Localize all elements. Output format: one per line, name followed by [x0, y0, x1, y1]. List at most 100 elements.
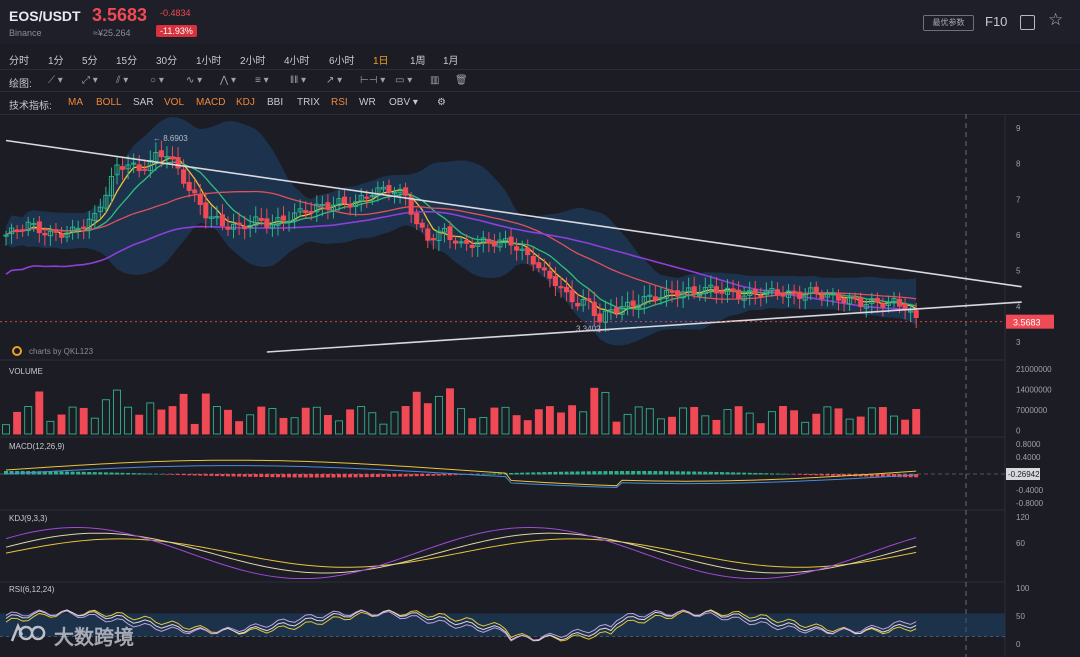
shape-tool-icon[interactable]: ○ ▾: [150, 75, 164, 86]
volume-bar: [856, 416, 865, 435]
candle-body: [891, 298, 897, 304]
candle-body: [192, 189, 198, 194]
macd-histogram-bar: [92, 472, 97, 475]
interval-tab-1[interactable]: 1分: [48, 56, 64, 67]
candle-body: [314, 203, 320, 213]
macd-histogram-bar: [453, 474, 458, 476]
interval-tab-9[interactable]: 1日: [373, 56, 389, 67]
macd-histogram-bar: [87, 471, 92, 475]
macd-histogram-bar: [370, 474, 375, 478]
candle-body: [863, 303, 869, 309]
interval-tab-2[interactable]: 5分: [82, 56, 98, 67]
macd-histogram-bar: [564, 471, 569, 475]
macd-histogram-bar: [448, 474, 452, 476]
candle-body: [208, 216, 214, 219]
trash-icon[interactable]: 🗑: [455, 75, 468, 86]
candle-body: [230, 223, 237, 230]
fib-tool-icon[interactable]: ≡ ▾: [255, 75, 269, 86]
interval-tab-0[interactable]: 分时: [9, 56, 29, 67]
interval-tab-6[interactable]: 2小时: [240, 56, 266, 67]
star-icon[interactable]: ☆: [1048, 10, 1064, 29]
candle-body: [8, 227, 15, 235]
macd-histogram-bar: [731, 472, 736, 475]
bar-tool-icon[interactable]: ▥: [430, 75, 440, 86]
candle-body: [519, 248, 525, 251]
candle-body: [3, 234, 9, 237]
volume-bar: [812, 413, 821, 435]
indicator-vol[interactable]: VOL: [164, 97, 185, 108]
macd-histogram-bar: [475, 473, 480, 475]
ray-tool-icon[interactable]: ⤢ ▾: [82, 75, 98, 86]
macd-histogram-bar: [775, 473, 780, 475]
line-tool-icon[interactable]: ⟋ ▾: [48, 75, 63, 86]
interval-tab-3[interactable]: 15分: [116, 56, 138, 67]
volume-bar: [457, 408, 466, 435]
candle-body: [691, 286, 697, 294]
candle-body: [747, 289, 753, 296]
bollinger-band: [6, 116, 917, 346]
macd-histogram-bar: [825, 474, 830, 476]
candle-body: [763, 289, 769, 296]
macd-histogram-bar: [914, 474, 919, 478]
wave-tool-icon[interactable]: ∿ ▾: [186, 75, 203, 86]
indicator-label: 技术指标:: [9, 101, 52, 112]
macd-histogram-bar: [581, 471, 586, 475]
price-axis-tick: 7: [1016, 195, 1021, 204]
candle-body: [913, 310, 919, 318]
indicator-rsi[interactable]: RSI: [331, 97, 348, 108]
macd-histogram-bar: [658, 471, 663, 475]
indicator-trix[interactable]: TRIX: [297, 97, 320, 108]
interval-tab-7[interactable]: 4小时: [284, 56, 310, 67]
volume-bar: [568, 405, 577, 435]
candle-body: [858, 297, 864, 307]
channel-tool-icon[interactable]: ⫽ ▾: [116, 75, 129, 86]
pattern-tool-icon[interactable]: ⋀ ▾: [220, 75, 237, 86]
measure-tool-icon[interactable]: ⊢⊣ ▾: [360, 75, 386, 86]
volume-bar: [46, 420, 55, 435]
comment-tool-icon[interactable]: ▭ ▾: [395, 75, 413, 86]
indicator-wr[interactable]: WR: [359, 97, 376, 108]
macd-histogram-bar: [298, 474, 303, 478]
macd-histogram-bar: [42, 471, 47, 475]
indicator-ma[interactable]: MA: [68, 97, 83, 108]
candle-body: [786, 290, 792, 298]
interval-tab-5[interactable]: 1小时: [196, 56, 222, 67]
f10-button[interactable]: F10: [985, 14, 1008, 29]
candle-body: [214, 216, 220, 219]
indicator-obv[interactable]: OBV ▾: [389, 97, 418, 108]
macd-histogram-bar: [148, 473, 153, 475]
arrow-tool-icon[interactable]: ↗ ▾: [326, 75, 343, 86]
optimal-params-button[interactable]: 最优参数: [923, 15, 974, 31]
interval-tab-4[interactable]: 30分: [156, 56, 178, 67]
candle-body: [58, 233, 65, 238]
indicator-settings-icon[interactable]: ⚙: [437, 97, 446, 108]
macd-histogram-bar: [420, 474, 425, 477]
macd-histogram-bar: [320, 474, 325, 478]
indicator-sar[interactable]: SAR: [133, 97, 154, 108]
macd-histogram-bar: [342, 474, 347, 478]
macd-histogram-bar: [309, 474, 314, 478]
interval-tab-10[interactable]: 1周: [410, 56, 426, 67]
indicator-bbi[interactable]: BBI: [267, 97, 284, 108]
interval-tab-11[interactable]: 1月: [443, 56, 459, 67]
indicator-boll[interactable]: BOLL: [96, 97, 122, 108]
macd-histogram-bar: [220, 474, 225, 477]
candle-body: [541, 267, 547, 271]
volume-bar: [290, 417, 299, 435]
gann-tool-icon[interactable]: ‖‖ ▾: [290, 75, 307, 86]
candle-body: [125, 164, 131, 170]
candle-body: [536, 262, 542, 269]
macd-histogram-bar: [636, 471, 641, 475]
candle-body: [403, 187, 409, 196]
macd-histogram-bar: [642, 471, 647, 475]
macd-histogram-bar: [115, 472, 119, 475]
indicator-macd[interactable]: MACD: [196, 97, 226, 108]
macd-histogram-bar: [753, 472, 758, 475]
candle-body: [813, 286, 819, 294]
indicator-kdj[interactable]: KDJ: [236, 97, 255, 108]
macd-histogram-bar: [187, 474, 192, 476]
candle-body: [347, 204, 353, 208]
price-chart[interactable]: 3.5683 ← 8.6903 3.3402 → charts by QKL123 3 4…: [0, 114, 1080, 657]
interval-tab-8[interactable]: 6小时: [329, 56, 355, 67]
screenshot-icon[interactable]: [1020, 15, 1035, 30]
